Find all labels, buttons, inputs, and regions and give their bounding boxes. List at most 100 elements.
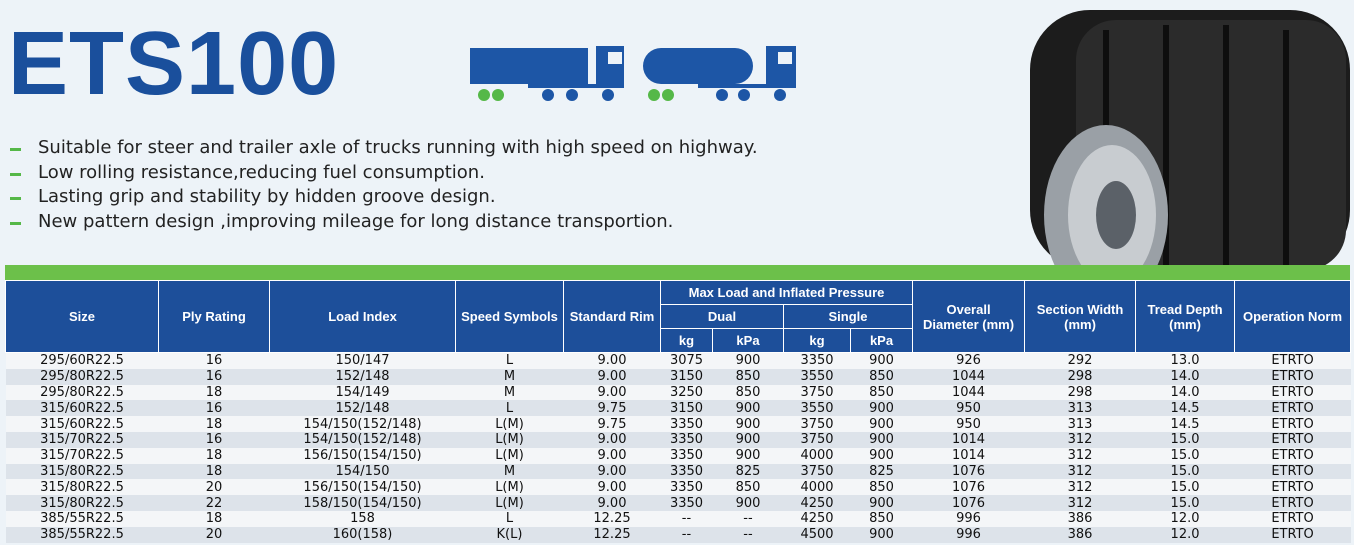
feature-list: Suitable for steer and trailer axle of t… (10, 136, 758, 234)
cell: 18 (158, 416, 270, 432)
cell: ETRTO (1234, 526, 1351, 543)
cell: 315/80R22.5 (5, 479, 159, 496)
cell: 900 (850, 447, 913, 464)
cell: 312 (1024, 479, 1136, 496)
table-row: 315/80R22.5 22 158/150(154/150) L(M) 9.00 335… (5, 495, 1351, 511)
cell: ETRTO (1234, 479, 1351, 496)
cell: 315/80R22.5 (5, 463, 159, 480)
feature-item: Low rolling resistance,reducing fuel con… (10, 161, 758, 186)
cell: 12.25 (563, 526, 661, 543)
cell: -- (712, 510, 784, 527)
cell: 312 (1024, 495, 1136, 511)
cell: 1076 (912, 495, 1025, 511)
unit-header: kg (660, 328, 713, 353)
cell: 3750 (783, 431, 851, 448)
table-row: 295/60R22.5 16 150/147 L 9.00 3075 900 3350 900 9… (5, 352, 1351, 369)
cell: 18 (158, 463, 270, 480)
cell: L(M) (455, 479, 564, 496)
cell: ETRTO (1234, 416, 1351, 432)
cell: 14.0 (1135, 384, 1235, 401)
header-row: Dual Single (6, 304, 1351, 329)
cell: 150/147 (269, 352, 456, 369)
unit-header: kg (783, 328, 851, 353)
unit-header: kPa (712, 328, 784, 353)
cell: 850 (850, 510, 913, 527)
table-row: 385/55R22.5 20 160(158) K(L) 12.25 -- -- 4500 90… (5, 526, 1351, 543)
cell: 154/150(152/148) (269, 416, 456, 432)
cell: 152/148 (269, 400, 456, 417)
cell: 4250 (783, 495, 851, 511)
cell: ETRTO (1234, 352, 1351, 369)
cell: 15.0 (1135, 431, 1235, 448)
cell: 9.75 (563, 416, 661, 432)
cell: 9.00 (563, 479, 661, 496)
cell: 12.25 (563, 510, 661, 527)
cell: 900 (712, 447, 784, 464)
cell: 3750 (783, 463, 851, 480)
cell: 3350 (660, 416, 713, 432)
column-header: Section Width (mm) (1024, 280, 1137, 353)
cell: 850 (850, 479, 913, 496)
unit-header: kPa (849, 328, 914, 353)
cell: L(M) (455, 495, 564, 511)
cell: 158 (269, 510, 456, 527)
cell: 3250 (660, 384, 713, 401)
cell: 4000 (783, 479, 851, 496)
cell: 850 (850, 384, 913, 401)
cell: 3350 (660, 463, 713, 480)
cell: 850 (850, 368, 913, 385)
table-row: 315/80R22.5 18 154/150 M 9.00 3350 825 3750 825 1… (5, 463, 1351, 480)
cell: L(M) (455, 416, 564, 432)
cell: 9.00 (563, 431, 661, 448)
cell: 158/150(154/150) (269, 495, 456, 511)
cell: 9.75 (563, 400, 661, 417)
cell: 3350 (783, 352, 851, 369)
cell: 18 (158, 447, 270, 464)
cell: 850 (712, 384, 784, 401)
cell: ETRTO (1234, 495, 1351, 511)
cell: 313 (1024, 400, 1136, 417)
cell: 16 (158, 368, 270, 385)
cell: 1014 (912, 447, 1025, 464)
cell: 295/80R22.5 (5, 384, 159, 401)
cell: ETRTO (1234, 431, 1351, 448)
cell: 20 (158, 479, 270, 496)
cell: -- (660, 510, 713, 527)
cell: 900 (850, 400, 913, 417)
cell: 386 (1024, 526, 1136, 543)
cell: 160(158) (269, 526, 456, 543)
cell: 298 (1024, 384, 1136, 401)
title: ETS100 (8, 14, 340, 114)
cell: 825 (850, 463, 913, 480)
cell: 926 (912, 352, 1025, 369)
cell: 315/60R22.5 (5, 416, 159, 432)
cell: L (455, 400, 564, 417)
cell: L (455, 352, 564, 369)
cell: 1076 (912, 479, 1025, 496)
table-row: 315/80R22.5 20 156/150(154/150) L(M) 9.00 335… (5, 479, 1351, 496)
cell: 12.0 (1135, 510, 1235, 527)
cell: 900 (712, 495, 784, 511)
cell: 3350 (660, 495, 713, 511)
cell: 312 (1024, 463, 1136, 480)
cell: 315/70R22.5 (5, 447, 159, 464)
cell: 15.0 (1135, 447, 1235, 464)
feature-item: New pattern design ,improving mileage fo… (10, 210, 758, 235)
cell: 154/150 (269, 463, 456, 480)
cell: 4000 (783, 447, 851, 464)
tire-image (1030, 10, 1350, 265)
cell: 3550 (783, 400, 851, 417)
cell: M (455, 463, 564, 480)
cell: 16 (158, 431, 270, 448)
column-header: Overall Diameter (mm) (912, 280, 1026, 353)
cell: 950 (912, 416, 1025, 432)
column-header: Size (5, 280, 159, 353)
cell: 900 (850, 495, 913, 511)
cell: 9.00 (563, 495, 661, 511)
subgroup-header: Single (782, 304, 914, 329)
cell: 154/149 (269, 384, 456, 401)
cell: 900 (850, 416, 913, 432)
column-header: Operation Norm (1234, 280, 1352, 353)
cell: 3750 (783, 416, 851, 432)
